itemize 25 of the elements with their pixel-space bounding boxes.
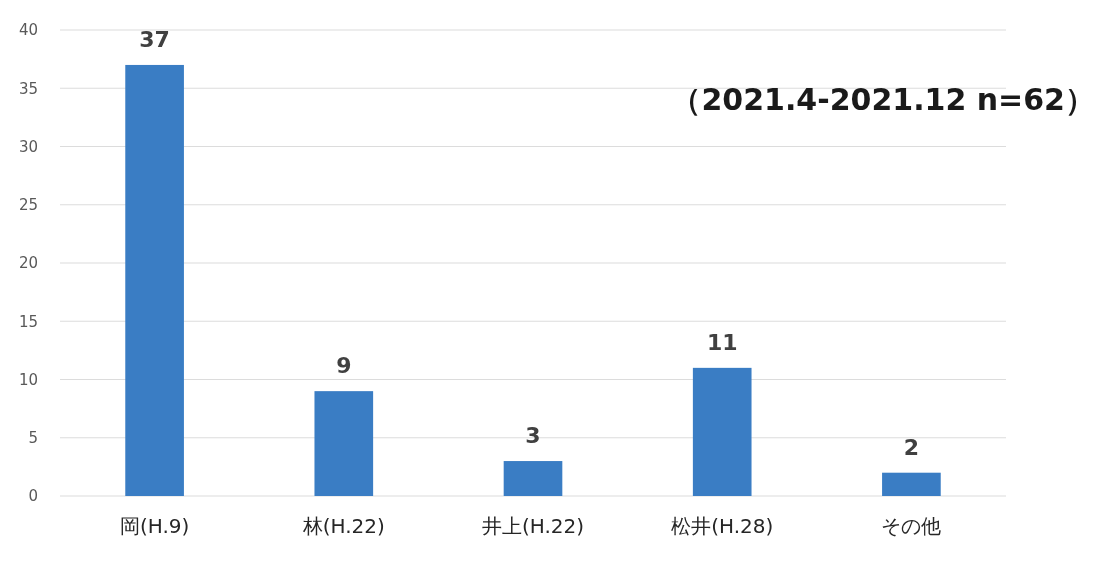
y-tick-label: 5 [28,429,38,447]
y-tick-label: 35 [18,79,38,98]
y-tick-label: 25 [18,196,38,214]
x-tick-label: 岡(H.9) [119,514,190,538]
x-tick-label: その他 [881,514,942,538]
bar [125,64,184,496]
bar [692,367,752,496]
y-tick-label: 20 [18,254,38,273]
y-tick-label: 15 [18,312,38,331]
data-label: 2 [903,434,920,460]
bar [882,472,941,496]
y-tick-label: 0 [28,487,38,506]
y-tick-label: 40 [18,21,38,40]
x-tick-label: 松井(H.28) [671,514,774,538]
data-label: 37 [139,26,170,52]
data-label: 9 [336,353,352,379]
data-label: 3 [525,423,541,449]
bar [314,391,374,496]
x-tick-label: 井上(H.22) [481,514,585,538]
y-tick-label: 10 [18,370,38,389]
bar [503,461,563,496]
y-tick-label: 30 [18,137,38,156]
x-tick-label: 林(H.22) [301,514,385,538]
annotation: （2021.4-2021.12 n=62） [671,82,1095,117]
data-label: 11 [706,329,738,355]
